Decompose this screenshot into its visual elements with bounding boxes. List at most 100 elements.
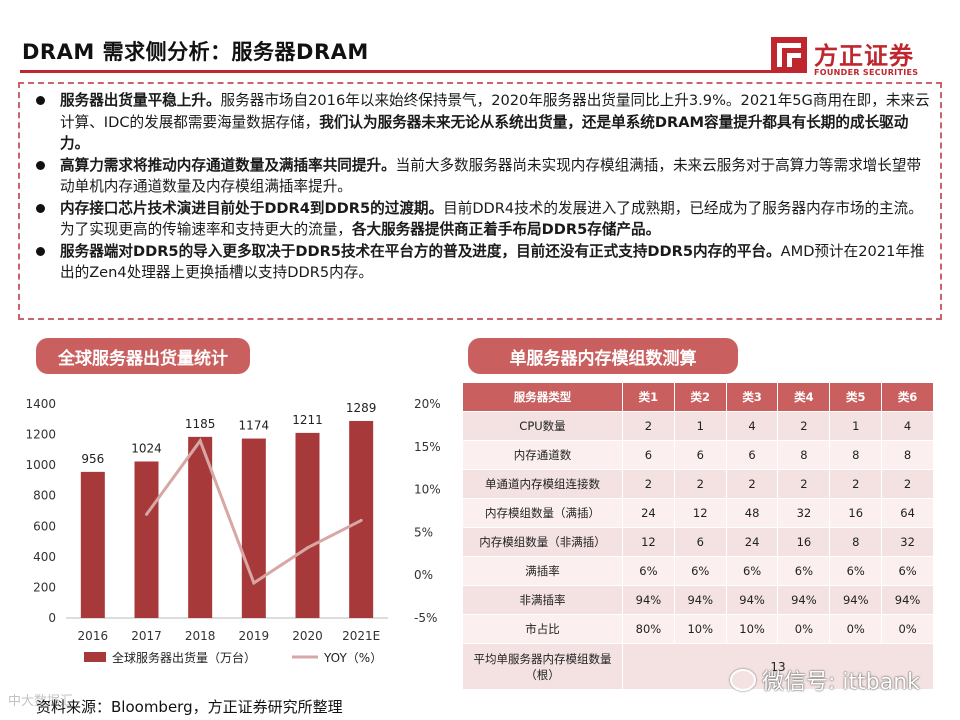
bullet-point: 服务器端对DDR5的导入更多取决于DDR5技术在平台方的普及进度，目前还没有正式…	[34, 241, 930, 284]
table-cell: 0%	[829, 614, 883, 644]
key-points-box: 服务器出货量平稳上升。服务器市场自2016年以来始终保持景气，2020年服务器出…	[18, 82, 942, 320]
table-cell: 6%	[881, 556, 934, 586]
source-note: 资料来源：Bloomberg，方正证券研究所整理	[36, 698, 343, 716]
y2-tick-label: 0%	[414, 568, 433, 582]
table-row: 满插率 6% 6% 6% 6% 6% 6%	[462, 556, 934, 586]
table-cell: 6%	[622, 556, 675, 586]
x-tick-label: 2016	[78, 629, 109, 643]
table-cell: 2	[881, 469, 934, 499]
table-cell: 8	[829, 440, 883, 470]
bullet-bold-text: 高算力需求将推动内存通道数量及满插率共同提升。	[60, 156, 396, 174]
logo-text-cn: 方正证券	[814, 42, 914, 70]
table-header-cell: 类2	[673, 382, 727, 412]
table-section-title: 单服务器内存模组数测算	[468, 338, 738, 374]
corner-brand-watermark: 中大数据汇	[8, 694, 74, 709]
bar-data-label: 1185	[185, 417, 216, 431]
bullet-dot-icon	[36, 160, 45, 170]
memory-module-table: 服务器类型 类1 类2 类3 类4 类5 类6 CPU数量 2 1 4 2 1 4 内存通道数 6 6 6 8 8 8…	[462, 382, 934, 690]
table-cell: 4	[725, 411, 779, 441]
table-cell: 48	[725, 498, 779, 528]
y-tick-label: 800	[33, 489, 56, 503]
table-cell: 4	[881, 411, 934, 441]
table-summary-row: 平均单服务器内存模组数量（根） 13	[462, 643, 934, 690]
y-tick-label: 0	[48, 611, 56, 625]
table-cell: 6	[673, 440, 727, 470]
table-cell: 6%	[725, 556, 779, 586]
bar-data-label: 1289	[346, 401, 377, 415]
table-cell: 12	[622, 527, 675, 557]
x-tick-label: 2021E	[342, 629, 380, 643]
table-cell: 94%	[829, 585, 883, 615]
summary-value: 13	[622, 643, 934, 690]
bar	[295, 432, 320, 618]
bullet-point: 高算力需求将推动内存通道数量及满插率共同提升。当前大多数服务器尚未实现内存模组满…	[34, 155, 930, 198]
table-row-label: 内存模组数量（满插）	[462, 498, 623, 528]
table-cell: 94%	[777, 585, 831, 615]
table-header-cell: 类6	[881, 382, 934, 412]
table-cell: 2	[622, 469, 675, 499]
table-row-label: 满插率	[462, 556, 623, 586]
wechat-watermark: 微信号: ittbank	[730, 664, 920, 696]
table-header-cell: 类5	[829, 382, 883, 412]
wechat-icon	[730, 669, 756, 691]
page-title: DRAM 需求侧分析：服务器DRAM	[22, 40, 369, 64]
table-cell: 8	[881, 440, 934, 470]
y2-tick-label: 20%	[414, 397, 441, 411]
x-tick-label: 2018	[185, 629, 216, 643]
bullet-point: 内存接口芯片技术演进目前处于DDR4到DDR5的过渡期。目前DDR4技术的发展进…	[34, 198, 930, 241]
table-header-cell: 类4	[777, 382, 831, 412]
table-cell: 94%	[673, 585, 727, 615]
chart-section-title: 全球服务器出货量统计	[36, 338, 250, 374]
y2-tick-label: -5%	[414, 611, 437, 625]
bullet-text: 服务器市场自2016年以来始终保持景气，2020年服务器出货量同比上升3.9%。…	[60, 92, 930, 131]
summary-label: 平均单服务器内存模组数量（根）	[462, 643, 623, 690]
bullet-dot-icon	[36, 203, 45, 213]
table-cell: 2	[829, 469, 883, 499]
table-header-cell: 类3	[725, 382, 779, 412]
table-cell: 10%	[725, 614, 779, 644]
bullet-bold-text: 各大服务器提供商正着手布局DDR5存储产品。	[351, 221, 661, 238]
table-row-label: 单通道内存模组连接数	[462, 469, 623, 499]
table-cell: 2	[725, 469, 779, 499]
y2-tick-label: 5%	[414, 525, 433, 539]
bar-data-label: 1211	[292, 413, 323, 427]
table-cell: 2	[673, 469, 727, 499]
founder-logo-icon	[771, 37, 807, 73]
wechat-id-text: 微信号: ittbank	[762, 670, 920, 695]
table-cell: 94%	[622, 585, 675, 615]
table-cell: 6	[673, 527, 727, 557]
bullet-text: 当前大多数服务器尚未实现内存模组满插，未来云服务对于高算力等需求增长望带动单机内…	[60, 156, 922, 196]
table-cell: 80%	[622, 614, 675, 644]
title-underline	[20, 70, 780, 73]
legend-bar-swatch	[84, 652, 106, 662]
legend-line-label: YOY（%）	[323, 651, 382, 665]
table-cell: 32	[777, 498, 831, 528]
y-tick-label: 1000	[25, 458, 56, 472]
table-header-cell: 服务器类型	[462, 382, 623, 412]
table-row-label: 内存模组数量（非满插）	[462, 527, 623, 557]
table-row: 非满插率 94% 94% 94% 94% 94% 94%	[462, 585, 934, 615]
table-cell: 8	[777, 440, 831, 470]
legend-bar-label: 全球服务器出货量（万台）	[112, 650, 256, 665]
table-cell: 2	[777, 411, 831, 441]
table-cell: 6%	[777, 556, 831, 586]
table-cell: 2	[622, 411, 675, 441]
table-cell: 6	[622, 440, 675, 470]
bar	[80, 471, 105, 618]
table-cell: 94%	[725, 585, 779, 615]
table-header-cell: 类1	[622, 382, 675, 412]
table-row-label: CPU数量	[462, 411, 623, 441]
table-cell: 16	[829, 498, 883, 528]
table-row: 内存模组数量（满插） 24 12 48 32 16 64	[462, 498, 934, 528]
y-tick-label: 200	[33, 580, 56, 594]
bullet-point: 服务器出货量平稳上升。服务器市场自2016年以来始终保持景气，2020年服务器出…	[34, 90, 930, 155]
x-tick-label: 2017	[131, 629, 162, 643]
server-shipment-chart: 0 200 400 600 800 1000 1200 1400 -5% 0% 5% 10% 15% 20…	[25, 397, 441, 665]
table-cell: 0%	[881, 614, 934, 644]
table-cell: 1	[673, 411, 727, 441]
x-tick-label: 2019	[239, 629, 270, 643]
bar-data-label: 1174	[239, 419, 270, 433]
table-cell: 10%	[673, 614, 727, 644]
bar-data-label: 1024	[131, 441, 162, 455]
table-cell: 0%	[777, 614, 831, 644]
